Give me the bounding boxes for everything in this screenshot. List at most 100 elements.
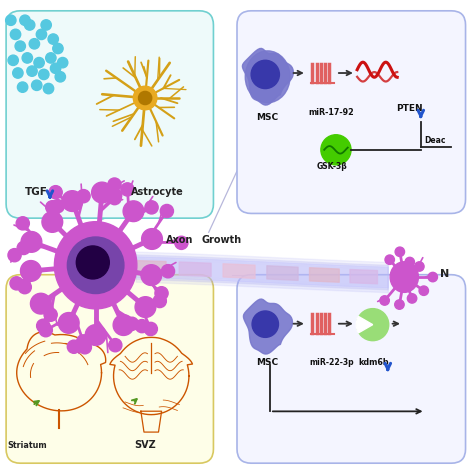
Circle shape	[153, 294, 166, 308]
Text: Deac: Deac	[425, 136, 446, 145]
Circle shape	[133, 86, 157, 110]
Circle shape	[58, 312, 79, 333]
Circle shape	[405, 257, 414, 267]
Circle shape	[48, 34, 58, 44]
Circle shape	[141, 264, 162, 285]
Circle shape	[91, 182, 112, 203]
Circle shape	[252, 311, 278, 337]
Circle shape	[109, 189, 122, 202]
Wedge shape	[356, 317, 373, 333]
Circle shape	[32, 80, 42, 91]
Circle shape	[13, 68, 23, 78]
Circle shape	[321, 135, 351, 165]
Circle shape	[6, 15, 16, 26]
Circle shape	[18, 82, 28, 92]
Circle shape	[380, 296, 389, 305]
Circle shape	[428, 273, 438, 282]
Text: SVZ: SVZ	[134, 440, 156, 450]
FancyBboxPatch shape	[6, 275, 213, 463]
Circle shape	[27, 66, 37, 76]
Text: MSC: MSC	[256, 113, 279, 122]
Circle shape	[16, 217, 29, 230]
Circle shape	[20, 15, 30, 26]
Circle shape	[395, 247, 404, 256]
Circle shape	[67, 237, 124, 293]
Circle shape	[34, 57, 44, 68]
Circle shape	[21, 231, 42, 252]
Circle shape	[136, 319, 148, 333]
Text: TGF: TGF	[25, 187, 48, 197]
Polygon shape	[242, 48, 293, 105]
Circle shape	[407, 294, 417, 303]
Circle shape	[43, 83, 54, 94]
Circle shape	[135, 297, 156, 318]
Circle shape	[121, 183, 134, 196]
Circle shape	[50, 63, 61, 73]
Circle shape	[385, 255, 394, 264]
Text: Astrocyte: Astrocyte	[130, 187, 183, 197]
Circle shape	[76, 246, 109, 279]
Circle shape	[160, 204, 173, 218]
Circle shape	[175, 236, 188, 249]
Text: N: N	[440, 269, 449, 279]
Circle shape	[251, 60, 279, 89]
Circle shape	[10, 29, 21, 39]
Circle shape	[161, 264, 174, 278]
Circle shape	[18, 281, 31, 294]
Circle shape	[49, 186, 62, 199]
Circle shape	[53, 43, 63, 54]
Circle shape	[8, 248, 21, 262]
Text: Growth: Growth	[202, 235, 242, 245]
Circle shape	[55, 72, 65, 82]
Circle shape	[126, 317, 138, 330]
Circle shape	[10, 277, 23, 290]
Circle shape	[57, 57, 68, 68]
Circle shape	[44, 308, 57, 321]
Circle shape	[78, 341, 91, 354]
Circle shape	[20, 261, 41, 281]
Circle shape	[25, 20, 35, 30]
Text: MSC: MSC	[256, 358, 279, 367]
Circle shape	[109, 338, 122, 352]
Text: Axon: Axon	[166, 235, 193, 245]
Circle shape	[123, 201, 144, 222]
Circle shape	[77, 190, 90, 203]
Text: kdm6b: kdm6b	[358, 358, 389, 367]
Circle shape	[144, 322, 157, 336]
Circle shape	[29, 38, 39, 49]
Circle shape	[415, 262, 424, 271]
Circle shape	[155, 287, 168, 300]
FancyBboxPatch shape	[6, 11, 213, 218]
Ellipse shape	[55, 222, 137, 309]
Circle shape	[138, 91, 152, 105]
Circle shape	[51, 200, 64, 213]
Circle shape	[8, 55, 18, 65]
Circle shape	[113, 315, 134, 336]
Circle shape	[395, 300, 404, 309]
Circle shape	[357, 309, 389, 341]
Circle shape	[46, 53, 56, 63]
Ellipse shape	[390, 262, 419, 292]
Circle shape	[142, 228, 163, 249]
Circle shape	[419, 286, 428, 295]
Text: Striatum: Striatum	[8, 441, 47, 450]
Circle shape	[30, 293, 51, 314]
Polygon shape	[244, 299, 292, 354]
Circle shape	[22, 53, 33, 63]
Circle shape	[108, 178, 121, 191]
Circle shape	[42, 211, 63, 232]
Circle shape	[62, 191, 82, 211]
Circle shape	[85, 325, 106, 346]
Circle shape	[36, 29, 46, 39]
Circle shape	[41, 20, 51, 30]
Circle shape	[67, 340, 81, 353]
Circle shape	[36, 319, 50, 332]
Circle shape	[108, 191, 121, 205]
FancyBboxPatch shape	[237, 275, 465, 463]
FancyBboxPatch shape	[237, 11, 465, 213]
Circle shape	[46, 201, 59, 214]
Circle shape	[17, 241, 30, 255]
Circle shape	[15, 41, 26, 51]
Circle shape	[145, 201, 158, 214]
Text: GSK-3β: GSK-3β	[316, 162, 347, 171]
